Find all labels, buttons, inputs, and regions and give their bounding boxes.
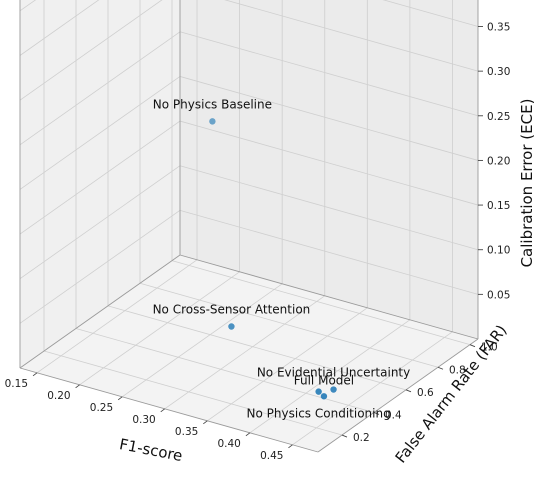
back-bottom-edge xyxy=(179,254,479,340)
x-tick-label: 0.15 xyxy=(5,378,28,390)
grid-line-y-floor xyxy=(171,260,471,346)
data-point xyxy=(315,388,322,395)
x-tick-label: 0.40 xyxy=(217,438,240,450)
grid-line-x-floor xyxy=(121,283,283,398)
data-point xyxy=(228,323,235,330)
y-tick-label: 0.2 xyxy=(353,432,370,444)
data-point-label: No Evidential Uncertainty xyxy=(257,366,410,380)
x-tick-label: 0.20 xyxy=(47,390,70,402)
data-point-label: No Physics Conditioning xyxy=(247,407,391,421)
grid-line-z-back xyxy=(179,165,479,251)
data-point-label: No Physics Baseline xyxy=(153,97,272,111)
point-labels: No Conformal CalibrationNo Physics Basel… xyxy=(153,97,411,421)
z-tick-label: 0.35 xyxy=(487,22,510,34)
x-tick-label: 0.45 xyxy=(260,450,283,462)
grid-line-z-side xyxy=(19,76,181,190)
grid-line-y-floor xyxy=(43,350,343,436)
data-point xyxy=(209,118,216,125)
x-tick-mark xyxy=(75,384,80,389)
grid-line-z-side xyxy=(19,0,163,101)
y-tick-label: 0.8 xyxy=(449,364,466,376)
z-tick-label: 0.30 xyxy=(487,66,510,78)
grid-line-x-floor xyxy=(164,295,325,410)
z-tick-label: 0.20 xyxy=(487,155,510,167)
grid-line-x-floor xyxy=(292,331,453,446)
x-tick-label: 0.30 xyxy=(132,414,155,426)
data-point-label: No Cross-Sensor Attention xyxy=(153,303,311,317)
y-tick-label: 1.0 xyxy=(481,342,498,354)
x-tick-mark xyxy=(245,432,251,437)
x-tick-mark xyxy=(288,444,293,449)
side-bottom-edge xyxy=(19,254,181,369)
grid-line-z-side xyxy=(19,165,181,280)
data-point xyxy=(330,386,337,393)
x-tick-label: 0.25 xyxy=(90,402,113,414)
x-tick-mark xyxy=(117,396,123,401)
x-axis-ticks: 0.15 0.20 0.25 0.30 0.35 0.40 0.45 xyxy=(5,372,293,462)
y-tick-label: 0.6 xyxy=(417,387,434,399)
grid-line-z-side xyxy=(19,0,100,56)
y-axis-line xyxy=(317,338,479,453)
x-tick-mark xyxy=(203,420,208,425)
grid-line-z-side xyxy=(19,31,181,146)
grid-line-y-floor xyxy=(139,282,439,368)
grid-lines xyxy=(19,0,479,446)
data-point xyxy=(320,393,328,400)
x-axis-line xyxy=(19,367,319,453)
y-tick-mark xyxy=(405,389,412,393)
y-tick-mark xyxy=(437,366,444,370)
z-tick-label: 0.15 xyxy=(487,200,510,212)
z-tick-label: 0.10 xyxy=(487,245,510,257)
grid-line-z-back xyxy=(179,76,479,161)
data-point-label: Full Model xyxy=(294,373,354,387)
y-axis-ticks: 0.2 0.4 0.6 0.8 1.0 xyxy=(341,342,498,444)
back-pane xyxy=(180,0,478,339)
z-axis-ticks: 0.050.100.150.200.250.300.350.40 xyxy=(478,22,510,301)
axes-panes xyxy=(20,0,478,452)
grid-line-z-side xyxy=(19,120,181,235)
grid-line-z-side xyxy=(19,210,181,324)
grid-line-y-floor xyxy=(107,305,407,391)
y-tick-mark xyxy=(373,412,380,415)
grid-line-x-floor xyxy=(79,271,240,386)
grid-line-x-floor xyxy=(36,259,198,374)
z-tick-label: 0.05 xyxy=(487,289,510,301)
grid-line-z-back xyxy=(179,120,479,206)
z-tick-label: 0.25 xyxy=(487,111,510,123)
scatter-points xyxy=(209,118,337,400)
grid-line-x-floor xyxy=(249,319,411,434)
z-axis-label: Calibration Error (ECE) xyxy=(518,99,536,268)
grid-line-z-back xyxy=(179,209,479,295)
grid-line-z-back xyxy=(224,0,479,72)
y-tick-mark xyxy=(469,344,476,348)
grid-line-z-back xyxy=(179,31,479,117)
x-tick-mark xyxy=(32,372,38,377)
grid-line-x-floor xyxy=(207,307,368,422)
x-tick-label: 0.35 xyxy=(175,426,198,438)
y-tick-mark xyxy=(341,434,348,438)
x-axis-label: F1-score xyxy=(118,435,184,465)
grid-line-z-back xyxy=(382,0,479,27)
y-tick-label: 0.4 xyxy=(385,409,402,421)
x-tick-mark xyxy=(160,408,166,413)
